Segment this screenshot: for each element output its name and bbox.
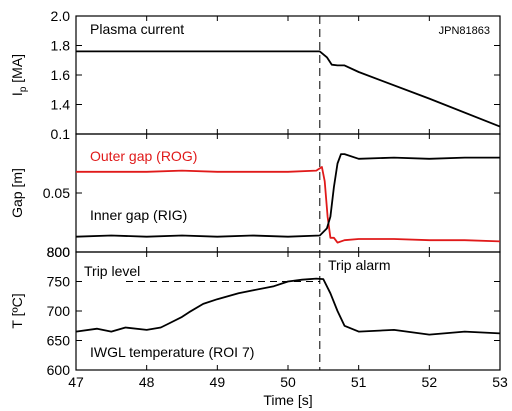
y-axis-ticks: 0.1 1.4 1.6 1.8 2.0: [51, 8, 501, 142]
y-axis-label-ip: Ip [MA]: [9, 54, 29, 96]
y-axis-label-temperature: T [ºC]: [9, 293, 25, 328]
y-axis-label-ip-sub: p: [18, 86, 29, 92]
y-tick-label: 800: [47, 244, 71, 260]
x-axis-ticks: 47 48 49 50 51 52 53: [68, 374, 508, 390]
x-tick-label: 53: [492, 374, 508, 390]
series-line: [76, 50, 501, 128]
y-tick-label: 2.0: [51, 8, 71, 24]
x-tick-label: 48: [139, 374, 155, 390]
series-line: [75, 153, 500, 238]
y-tick-label: 700: [47, 303, 71, 319]
series-group: [75, 153, 501, 244]
series-group: [76, 50, 501, 128]
series-label-outer-gap: Outer gap (ROG): [90, 148, 197, 164]
y-axis-ticks: 800 0.05: [43, 134, 501, 260]
series-label-inner-gap: Inner gap (RIG): [90, 207, 187, 223]
y-tick-label: 800: [47, 244, 71, 260]
y-axis-label-gap: Gap [m]: [9, 168, 25, 218]
series-line: [75, 277, 501, 336]
x-tick-label: 50: [280, 374, 296, 390]
y-tick-label: 0.05: [43, 185, 70, 201]
y-axis-ticks: 600 650 700 750 800: [47, 244, 501, 378]
y-tick-label: 1.4: [51, 97, 71, 113]
y-tick-label: 600: [47, 362, 71, 378]
y-tick-label: 650: [47, 333, 71, 349]
y-axis-label-ip-main: I: [9, 92, 25, 96]
y-tick-label: 0.1: [51, 126, 71, 142]
y-tick-label: 750: [47, 274, 71, 290]
series-line: [76, 166, 501, 244]
shot-label: JPN81863: [439, 25, 490, 37]
annotation-trip-level: Trip level: [84, 263, 140, 279]
x-tick-label: 51: [351, 374, 367, 390]
series-label-plasma-current: Plasma current: [90, 21, 184, 37]
annotation-trip-alarm: Trip alarm: [328, 257, 391, 273]
y-tick-label: 1.6: [51, 67, 71, 83]
x-tick-label: 47: [68, 374, 84, 390]
y-tick-label: 1.8: [51, 38, 71, 54]
y-axis-label-ip-unit: [MA]: [9, 54, 25, 87]
series-label-iwgl-temperature: IWGL temperature (ROI 7): [90, 344, 254, 360]
x-tick-label: 49: [210, 374, 226, 390]
x-tick-label: 52: [422, 374, 438, 390]
series-group: [75, 277, 501, 336]
panel-temperature: 600 650 700 750 800 Trip level Trip alarm IW…: [9, 244, 501, 378]
x-axis-label: Time [s]: [263, 392, 312, 408]
